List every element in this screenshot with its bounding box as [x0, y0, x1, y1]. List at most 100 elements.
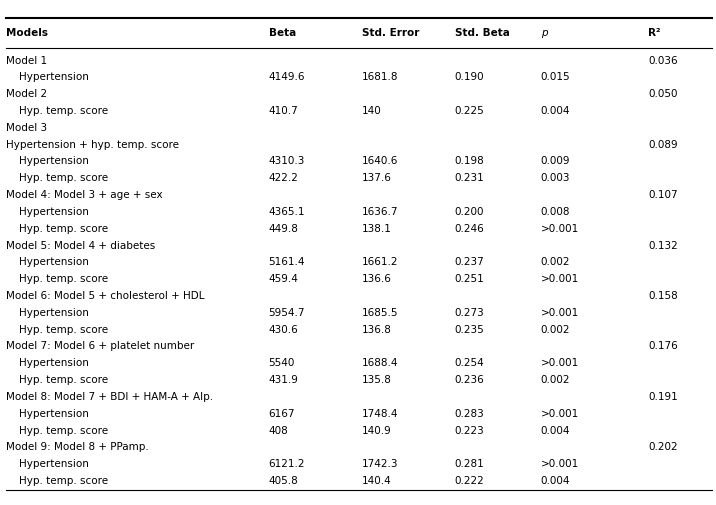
Text: 0.246: 0.246 [455, 224, 485, 234]
Text: Std. Beta: Std. Beta [455, 28, 510, 38]
Text: 6167: 6167 [268, 409, 295, 419]
Text: 5954.7: 5954.7 [268, 308, 305, 318]
Text: 0.002: 0.002 [541, 325, 570, 335]
Text: Model 2: Model 2 [6, 89, 47, 99]
Text: Hypertension: Hypertension [19, 409, 89, 419]
Text: 140.4: 140.4 [362, 476, 392, 486]
Text: Model 7: Model 6 + platelet number: Model 7: Model 6 + platelet number [6, 341, 194, 351]
Text: 4365.1: 4365.1 [268, 207, 305, 217]
Text: 0.283: 0.283 [455, 409, 485, 419]
Text: 140: 140 [362, 106, 382, 116]
Text: 431.9: 431.9 [268, 375, 299, 385]
Text: 135.8: 135.8 [362, 375, 392, 385]
Text: 138.1: 138.1 [362, 224, 392, 234]
Text: >0.001: >0.001 [541, 409, 579, 419]
Text: 0.202: 0.202 [648, 442, 677, 452]
Text: 0.281: 0.281 [455, 459, 485, 469]
Text: 6121.2: 6121.2 [268, 459, 305, 469]
Text: 0.008: 0.008 [541, 207, 570, 217]
Text: 4310.3: 4310.3 [268, 157, 305, 167]
Text: 0.004: 0.004 [541, 426, 570, 435]
Text: 408: 408 [268, 426, 289, 435]
Text: 0.015: 0.015 [541, 72, 570, 82]
Text: Hyp. temp. score: Hyp. temp. score [19, 224, 107, 234]
Text: 0.002: 0.002 [541, 375, 570, 385]
Text: 0.004: 0.004 [541, 106, 570, 116]
Text: >0.001: >0.001 [541, 358, 579, 368]
Text: Model 6: Model 5 + cholesterol + HDL: Model 6: Model 5 + cholesterol + HDL [6, 291, 204, 301]
Text: 5540: 5540 [268, 358, 295, 368]
Text: 0.254: 0.254 [455, 358, 485, 368]
Text: 4149.6: 4149.6 [268, 72, 305, 82]
Text: 1688.4: 1688.4 [362, 358, 398, 368]
Text: 0.158: 0.158 [648, 291, 678, 301]
Text: 0.222: 0.222 [455, 476, 485, 486]
Text: 0.107: 0.107 [648, 190, 677, 200]
Text: Hypertension: Hypertension [19, 157, 89, 167]
Text: Hypertension: Hypertension [19, 258, 89, 267]
Text: 0.273: 0.273 [455, 308, 485, 318]
Text: 0.002: 0.002 [541, 258, 570, 267]
Text: 0.236: 0.236 [455, 375, 485, 385]
Text: Hypertension: Hypertension [19, 358, 89, 368]
Text: 410.7: 410.7 [268, 106, 299, 116]
Text: 1681.8: 1681.8 [362, 72, 398, 82]
Text: Models: Models [6, 28, 48, 38]
Text: 0.251: 0.251 [455, 274, 485, 284]
Text: 0.237: 0.237 [455, 258, 485, 267]
Text: 0.036: 0.036 [648, 56, 677, 66]
Text: 0.235: 0.235 [455, 325, 485, 335]
Text: Hyp. temp. score: Hyp. temp. score [19, 106, 107, 116]
Text: 1636.7: 1636.7 [362, 207, 398, 217]
Text: 0.200: 0.200 [455, 207, 484, 217]
Text: Model 4: Model 3 + age + sex: Model 4: Model 3 + age + sex [6, 190, 163, 200]
Text: Model 5: Model 4 + diabetes: Model 5: Model 4 + diabetes [6, 240, 155, 250]
Text: Hypertension: Hypertension [19, 308, 89, 318]
Text: 0.231: 0.231 [455, 173, 485, 183]
Text: Std. Error: Std. Error [362, 28, 419, 38]
Text: 0.176: 0.176 [648, 341, 678, 351]
Text: Hyp. temp. score: Hyp. temp. score [19, 426, 107, 435]
Text: Beta: Beta [268, 28, 296, 38]
Text: 137.6: 137.6 [362, 173, 392, 183]
Text: Hyp. temp. score: Hyp. temp. score [19, 274, 107, 284]
Text: 0.009: 0.009 [541, 157, 570, 167]
Text: Hyp. temp. score: Hyp. temp. score [19, 476, 107, 486]
Text: 0.089: 0.089 [648, 139, 677, 149]
Text: Model 8: Model 7 + BDI + HAM-A + Alp.: Model 8: Model 7 + BDI + HAM-A + Alp. [6, 392, 213, 402]
Text: 136.8: 136.8 [362, 325, 392, 335]
Text: Hyp. temp. score: Hyp. temp. score [19, 173, 107, 183]
Text: 1742.3: 1742.3 [362, 459, 398, 469]
Text: 430.6: 430.6 [268, 325, 299, 335]
Text: >0.001: >0.001 [541, 274, 579, 284]
Text: 0.132: 0.132 [648, 240, 678, 250]
Text: 0.191: 0.191 [648, 392, 678, 402]
Text: 459.4: 459.4 [268, 274, 299, 284]
Text: 422.2: 422.2 [268, 173, 299, 183]
Text: Hyp. temp. score: Hyp. temp. score [19, 325, 107, 335]
Text: >0.001: >0.001 [541, 308, 579, 318]
Text: 405.8: 405.8 [268, 476, 299, 486]
Text: 0.003: 0.003 [541, 173, 570, 183]
Text: 0.190: 0.190 [455, 72, 484, 82]
Text: >0.001: >0.001 [541, 224, 579, 234]
Text: Model 9: Model 8 + PPamp.: Model 9: Model 8 + PPamp. [6, 442, 148, 452]
Text: 0.004: 0.004 [541, 476, 570, 486]
Text: Hyp. temp. score: Hyp. temp. score [19, 375, 107, 385]
Text: 0.198: 0.198 [455, 157, 485, 167]
Text: >0.001: >0.001 [541, 459, 579, 469]
Text: 1661.2: 1661.2 [362, 258, 398, 267]
Text: Hypertension + hyp. temp. score: Hypertension + hyp. temp. score [6, 139, 179, 149]
Text: 140.9: 140.9 [362, 426, 392, 435]
Text: 0.050: 0.050 [648, 89, 677, 99]
Text: p: p [541, 28, 547, 38]
Text: 1748.4: 1748.4 [362, 409, 398, 419]
Text: 449.8: 449.8 [268, 224, 299, 234]
Text: 5161.4: 5161.4 [268, 258, 305, 267]
Text: 0.225: 0.225 [455, 106, 485, 116]
Text: Hypertension: Hypertension [19, 72, 89, 82]
Text: 1640.6: 1640.6 [362, 157, 398, 167]
Text: Hypertension: Hypertension [19, 207, 89, 217]
Text: R²: R² [648, 28, 660, 38]
Text: Model 1: Model 1 [6, 56, 47, 66]
